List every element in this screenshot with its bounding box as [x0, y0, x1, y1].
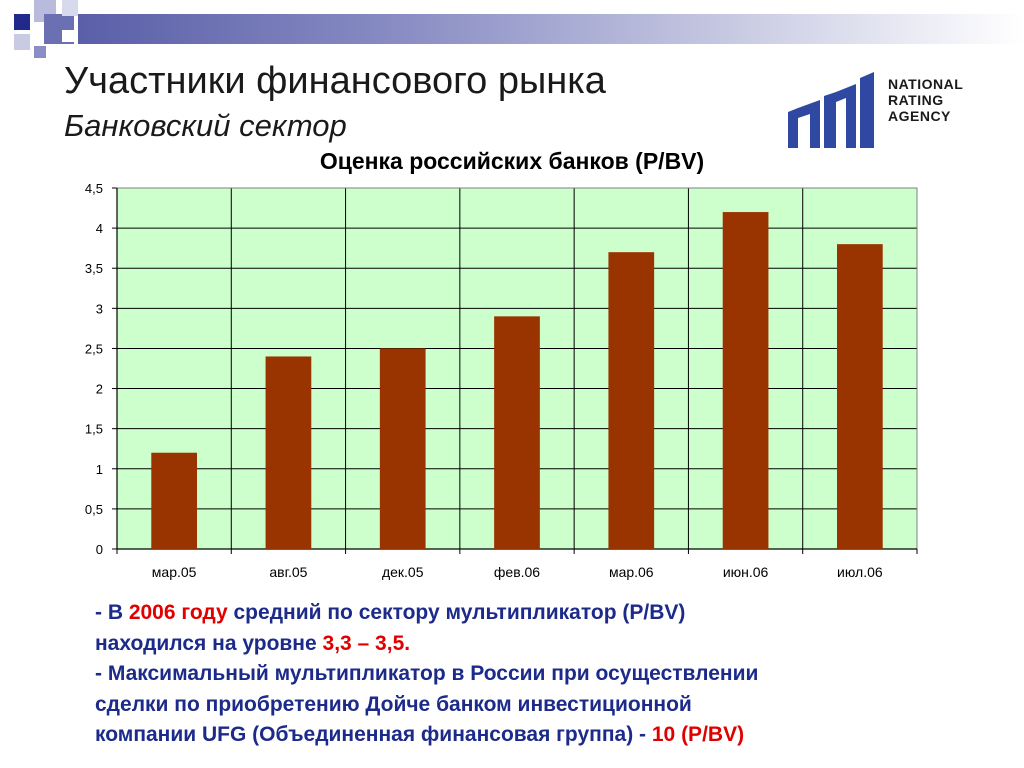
bar-1 — [151, 452, 197, 549]
bar-chart: 0 0,5 1 1,5 2 2,5 3 3,5 4 4,5 мар.05 авг.05 дек.05 фе… — [85, 181, 918, 580]
note-highlight-year: 2006 году — [128, 601, 228, 624]
y-tick-label: 3,5 — [85, 261, 103, 276]
x-tick-label: фев.06 — [494, 564, 540, 580]
bar-6 — [722, 212, 769, 550]
note-line-2: находился на уровне 3,3 – 3,5. — [95, 629, 995, 660]
x-tick-label: мар.06 — [609, 564, 654, 580]
decor-square-7 — [62, 30, 74, 42]
decor-square-6 — [62, 0, 78, 16]
note-highlight-unit: (P/BV) — [681, 723, 745, 746]
bar-2 — [265, 356, 312, 549]
note-highlight-range: 3,3 – 3,5. — [322, 631, 411, 655]
y-tick-label: 3 — [96, 301, 103, 316]
slide-title: Участники финансового рынка — [64, 60, 606, 102]
bar-4 — [494, 316, 540, 549]
note-line-1: - В 2006 году средний по сектору мультип… — [95, 598, 995, 629]
logo-line-2: RATING — [888, 92, 944, 108]
nra-logo-icon — [788, 72, 874, 148]
header-gradient-bar — [78, 14, 1024, 44]
note-text: находился на уровне — [95, 631, 323, 655]
y-tick-label: 0,5 — [85, 502, 103, 517]
y-tick-label: 1 — [96, 462, 103, 477]
note-line-5: компании UFG (Объединенная финансовая гр… — [95, 720, 995, 751]
x-tick-label: июн.06 — [723, 564, 769, 580]
note-text: компании UFG (Объединенная финансовая гр… — [95, 723, 652, 746]
y-tick-label: 2 — [96, 382, 103, 397]
decor-square-4 — [14, 34, 30, 50]
y-tick-label: 1,5 — [85, 422, 103, 437]
note-text: средний по сектору мультипликатор (P/BV) — [227, 601, 686, 624]
bar-3 — [379, 348, 426, 549]
note-highlight-max: 10 — [651, 723, 676, 746]
bar-5 — [608, 252, 655, 549]
logo-line-3: AGENCY — [888, 108, 951, 124]
x-tick-label: июл.06 — [837, 564, 883, 580]
note-line-3: - Максимальный мультипликатор в России п… — [95, 662, 759, 685]
x-tick-label: дек.05 — [382, 564, 424, 580]
y-tick-label: 0 — [96, 542, 103, 557]
note-line-4: сделки по приобретению Дойче банком инве… — [95, 692, 692, 716]
logo-text: NATIONAL RATING AGENCY — [888, 76, 963, 124]
y-tick-label: 2,5 — [85, 341, 103, 356]
x-tick-label: авг.05 — [269, 564, 307, 580]
bar-7 — [837, 244, 883, 549]
y-tick-label: 4,5 — [85, 181, 103, 196]
note-text: - В — [95, 601, 129, 624]
notes: - В 2006 году средний по сектору мультип… — [95, 598, 995, 751]
y-tick-label: 4 — [96, 221, 103, 236]
decor-square-8 — [34, 46, 46, 58]
logo-line-1: NATIONAL — [888, 76, 964, 92]
slide-subtitle: Банковский сектор — [64, 108, 347, 143]
decor-square-2 — [14, 14, 30, 30]
chart-title: Оценка российских банков (P/BV) — [319, 148, 705, 174]
x-tick-label: мар.05 — [152, 564, 197, 580]
